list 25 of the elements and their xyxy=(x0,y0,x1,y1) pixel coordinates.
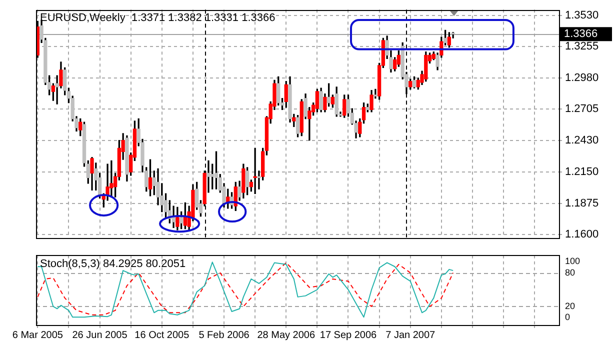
candlestick xyxy=(374,88,378,99)
y-tick-label: 1.1875 xyxy=(565,197,599,210)
y-tick-label: 1.3530 xyxy=(565,10,599,22)
y-tick-label: 20 xyxy=(565,300,576,311)
x-tick-label: 26 Jun 2005 xyxy=(72,330,128,341)
x-tick-label: 28 May 2006 xyxy=(257,330,316,341)
y-tick-label: 1.1600 xyxy=(565,228,599,240)
y-tick-label: 1.2150 xyxy=(565,166,599,178)
x-tick-label: 7 Jan 2007 xyxy=(386,330,436,341)
x-tick-label: 6 Mar 2005 xyxy=(12,330,64,341)
x-tick-label: 5 Feb 2006 xyxy=(198,330,250,341)
ref-line-label: 1.3366 xyxy=(564,28,598,40)
y-tick-label: 1.2980 xyxy=(565,72,599,84)
y-tick-label: 80 xyxy=(565,267,576,278)
y-tick-label: 100 xyxy=(565,256,580,266)
y-tick-label: 1.2430 xyxy=(565,134,599,146)
y-tick-label: 1.2705 xyxy=(565,103,599,116)
x-tick-label: 16 Oct 2005 xyxy=(134,330,190,341)
y-tick-label: 1.3255 xyxy=(565,40,599,53)
candlestick xyxy=(110,160,114,198)
chart-title: EURUSD,Weekly 1.3371 1.3382 1.3331 1.3366 xyxy=(40,12,276,24)
chart-title: Stoch(8,5,3) 84.2925 80.2051 xyxy=(40,258,186,270)
x-tick-label: 17 Sep 2006 xyxy=(320,330,378,341)
y-tick-label: 0 xyxy=(565,312,570,322)
candlestick xyxy=(253,148,257,194)
